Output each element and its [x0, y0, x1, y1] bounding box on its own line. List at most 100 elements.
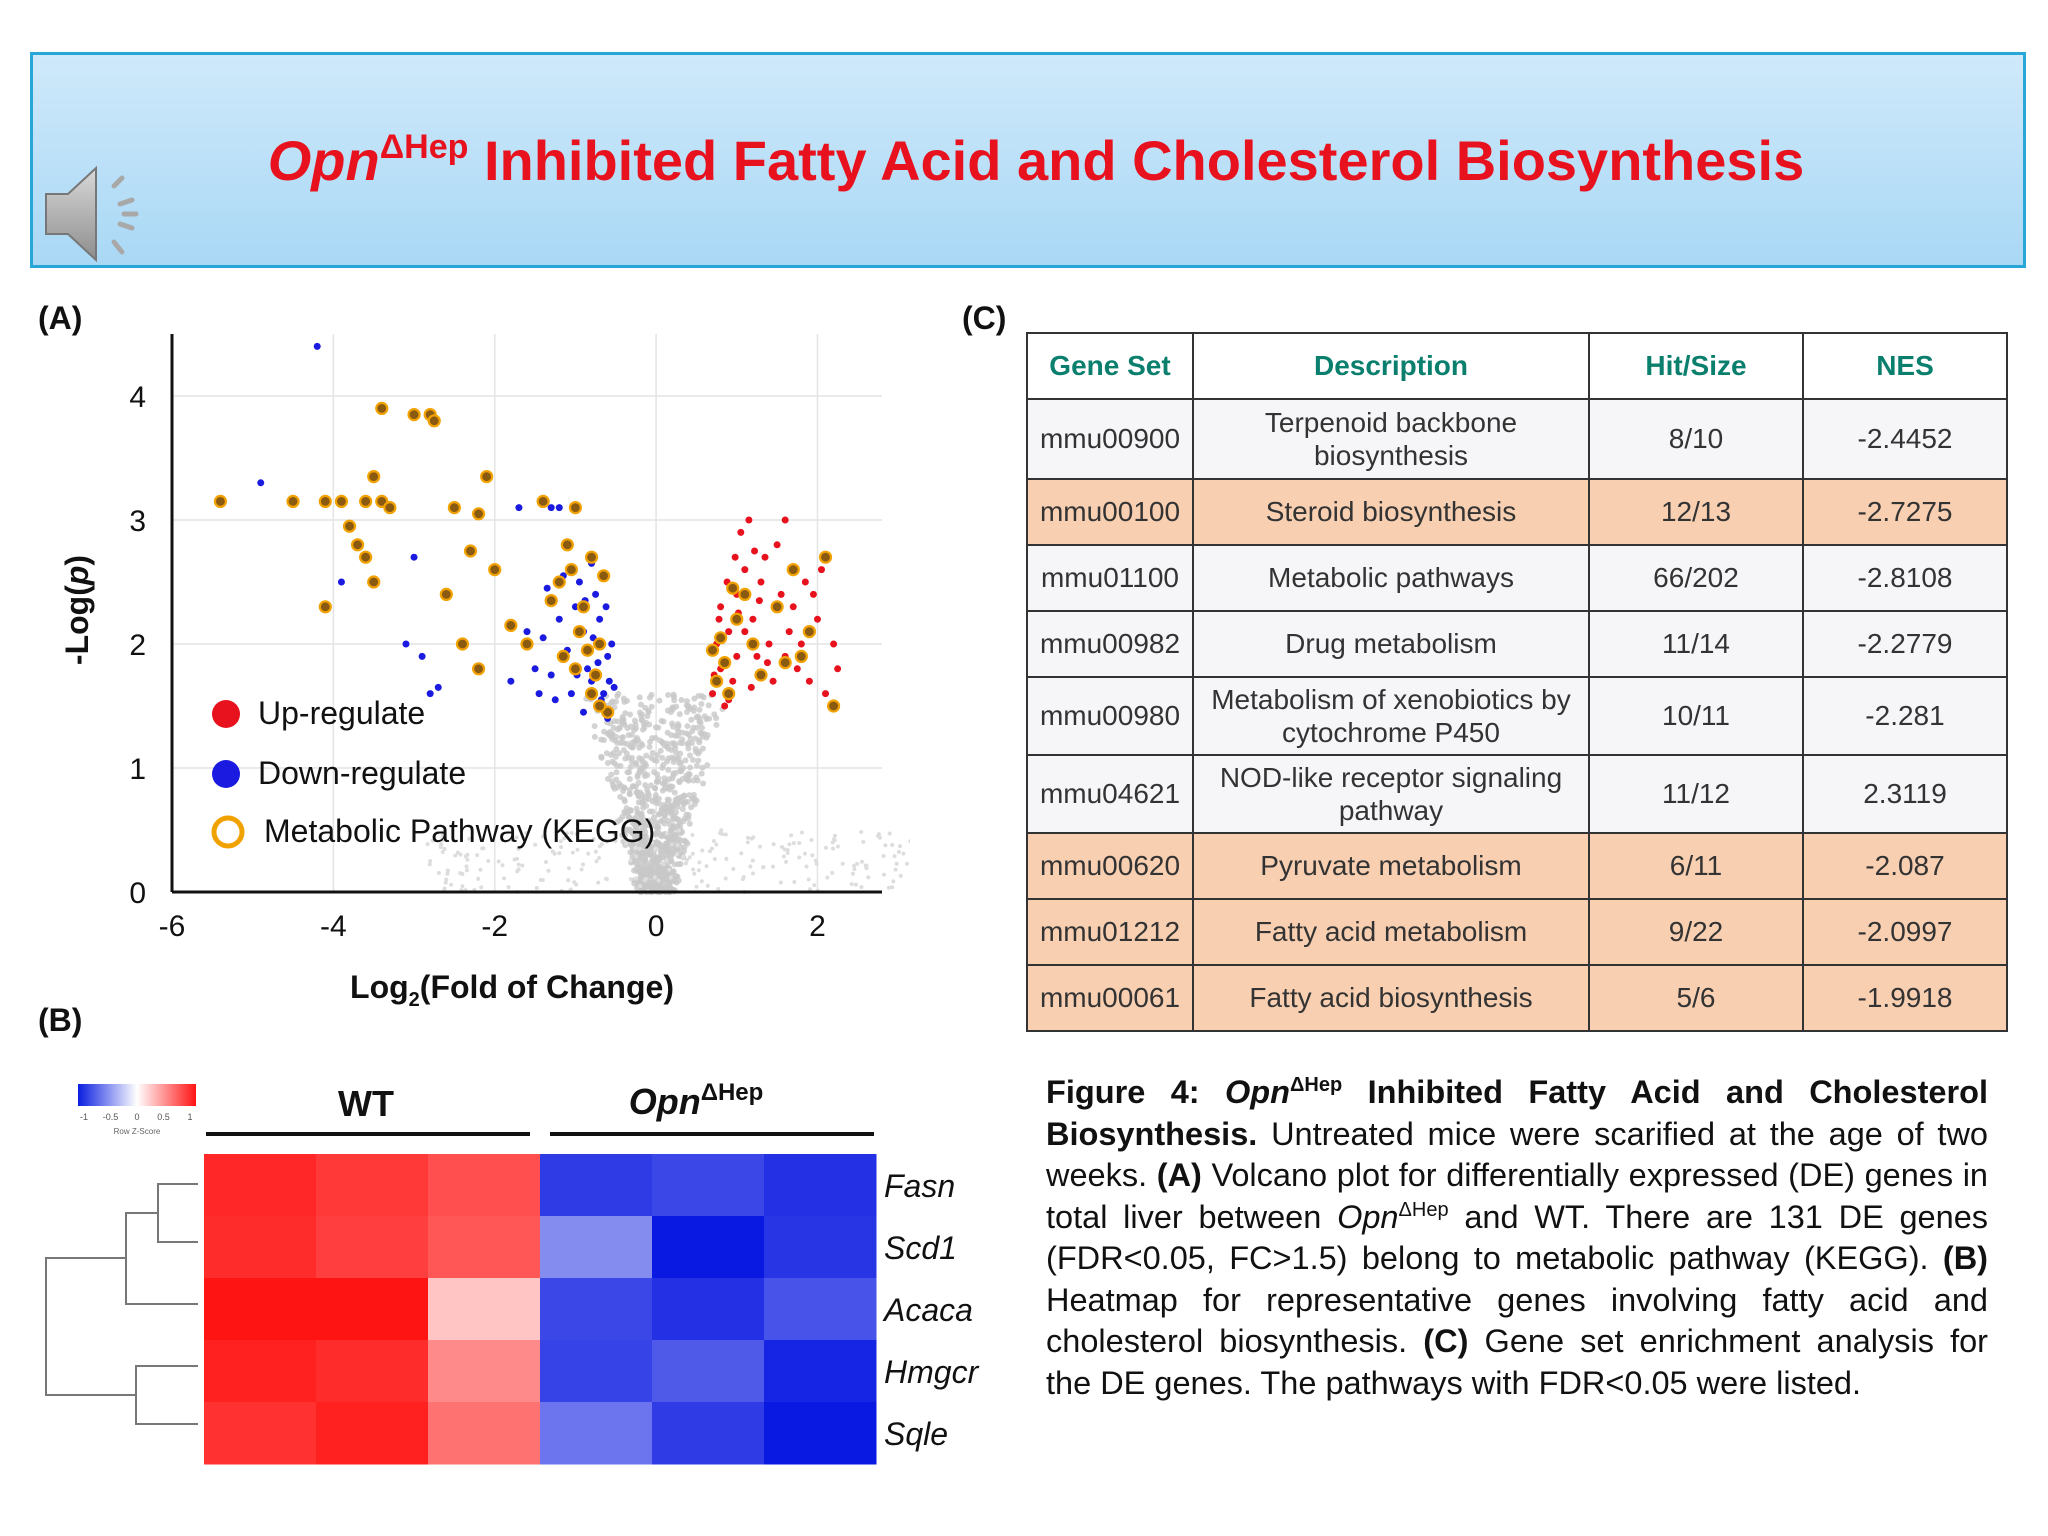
background-point — [668, 858, 675, 865]
up-point — [755, 597, 763, 605]
down-point — [575, 578, 583, 586]
background-point — [694, 884, 699, 889]
background-point — [699, 764, 706, 771]
background-point — [901, 851, 906, 856]
kegg-point — [488, 563, 502, 577]
nes-cell: -2.4452 — [1802, 398, 2008, 480]
background-point — [699, 724, 706, 731]
speaker-icon[interactable] — [40, 160, 150, 275]
background-point — [659, 754, 666, 761]
background-point — [586, 851, 591, 856]
caption-t3: and WT. There are 131 DE genes (FDR<0.05… — [1046, 1198, 1989, 1277]
background-point — [678, 697, 685, 704]
background-point — [859, 885, 864, 890]
kegg-point — [318, 600, 332, 614]
up-point — [761, 553, 769, 561]
background-point — [598, 754, 605, 761]
background-point — [670, 740, 677, 747]
heatmap-cell — [540, 1340, 653, 1403]
background-point — [655, 811, 662, 818]
background-point — [648, 754, 655, 761]
description-cell: NOD-like receptor signaling pathway — [1192, 754, 1590, 834]
background-point — [696, 748, 703, 755]
x-tick-label: -6 — [159, 910, 186, 943]
panel-label-c: (C) — [962, 300, 1007, 336]
background-point — [883, 843, 888, 848]
hit-size-cell: 11/12 — [1588, 754, 1804, 834]
background-point — [668, 747, 675, 754]
background-point — [778, 880, 783, 885]
down-point — [547, 504, 555, 512]
background-point — [524, 831, 529, 836]
background-point — [669, 802, 676, 809]
background-point — [596, 880, 601, 885]
background-point — [698, 700, 705, 707]
background-point — [707, 849, 712, 854]
background-point — [664, 817, 671, 824]
up-point — [797, 640, 805, 648]
background-point — [627, 807, 634, 814]
background-point — [442, 886, 447, 891]
background-point — [514, 835, 519, 840]
description-cell: Fatty acid metabolism — [1192, 898, 1590, 966]
background-point — [594, 859, 599, 864]
kegg-point — [802, 625, 816, 639]
background-point — [633, 734, 640, 741]
background-point — [760, 865, 765, 870]
background-point — [628, 739, 635, 746]
background-point — [757, 844, 762, 849]
background-point — [593, 849, 598, 854]
background-point — [627, 711, 634, 718]
background-point — [687, 764, 694, 771]
kegg-point — [471, 662, 486, 676]
background-point — [671, 878, 678, 885]
background-point — [681, 815, 688, 822]
heatmap-cell — [204, 1402, 317, 1465]
background-point — [652, 724, 659, 731]
background-point — [682, 757, 689, 764]
background-point — [664, 805, 671, 812]
background-point — [684, 723, 691, 730]
background-point — [908, 839, 910, 844]
background-point — [604, 877, 609, 882]
background-point — [705, 702, 712, 709]
caption-t2: Volcano plot for differentially expresse… — [1046, 1157, 1988, 1235]
down-point — [567, 690, 575, 698]
kegg-point — [383, 501, 397, 515]
background-point — [637, 764, 644, 771]
background-point — [700, 780, 707, 787]
colorbar-tick: -0.5 — [103, 1112, 119, 1122]
background-point — [806, 877, 811, 882]
heatmap-cell — [652, 1278, 765, 1341]
background-point — [428, 859, 433, 864]
background-point — [636, 857, 643, 864]
background-point — [664, 858, 669, 863]
background-point — [678, 795, 685, 802]
heatmap-cell — [428, 1154, 541, 1217]
up-point — [777, 590, 785, 598]
background-point — [679, 736, 686, 743]
kegg-point — [342, 519, 357, 533]
background-point — [703, 716, 710, 723]
heatmap-cell — [764, 1216, 877, 1279]
nes-cell: -2.8108 — [1802, 544, 2008, 612]
background-point — [652, 830, 659, 837]
table-header-row: Gene Set Description Hit/Size NES — [1026, 332, 2008, 400]
background-point — [427, 862, 432, 867]
kegg-point — [375, 401, 389, 416]
kegg-point — [746, 637, 760, 651]
kegg-point — [536, 494, 550, 508]
background-point — [626, 776, 633, 783]
background-point — [693, 762, 700, 769]
background-point — [544, 860, 549, 865]
background-point — [688, 804, 695, 811]
background-point — [664, 784, 671, 791]
row-label: Acaca — [882, 1292, 973, 1328]
kegg-point — [826, 699, 841, 713]
background-point — [668, 875, 673, 880]
nes-cell: -2.7275 — [1802, 478, 2008, 546]
kegg-point — [564, 563, 578, 577]
background-point — [664, 729, 671, 736]
y-axis-label-p: p — [59, 566, 95, 587]
background-point — [496, 859, 501, 864]
